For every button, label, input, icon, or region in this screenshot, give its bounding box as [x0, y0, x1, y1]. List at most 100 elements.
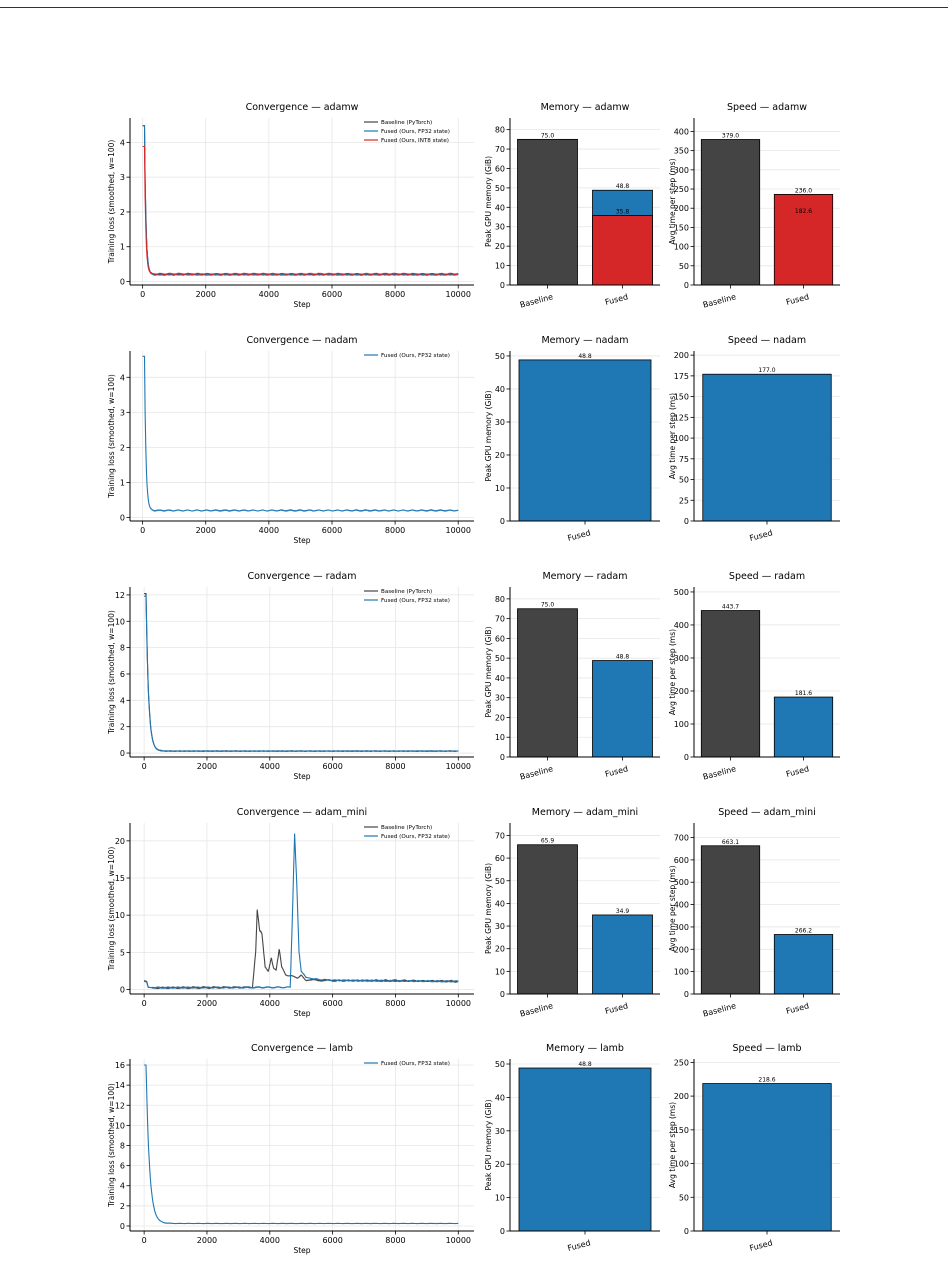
- category-label-fused: Fused: [749, 1238, 774, 1253]
- bar-value-label-1: 181.6: [795, 690, 812, 697]
- chart-title: Memory — adamw: [541, 102, 630, 113]
- chart-title: Convergence — lamb: [251, 1043, 353, 1054]
- bar-chart-13: 48.8 0 10 20 30 40 50 Fused Memory — lamb Peak GP…: [484, 1043, 660, 1253]
- x-tick-label: 4000: [260, 999, 280, 1008]
- bar-chart-1: 75.0 48.8 35.8 0 10 20 30 40 50 60 70 80 Baseline Fus…: [484, 102, 660, 310]
- y-tick-label: 60: [495, 164, 505, 173]
- x-tick-label: 10000: [446, 1236, 471, 1245]
- x-tick-label: 4000: [259, 526, 279, 535]
- x-tick-label: 10000: [445, 290, 470, 299]
- bar-baseline-0: [517, 608, 578, 758]
- x-tick-label: 10000: [446, 762, 471, 771]
- y-tick-label: 200: [674, 204, 689, 213]
- y-tick-label: 50: [495, 1060, 505, 1069]
- y-tick-label: 10: [495, 967, 505, 976]
- x-axis-label: Step: [293, 536, 310, 545]
- y-tick-label: 50: [495, 184, 505, 193]
- convergence-chart-9: 0 2000 4000 6000 8000 10000 0 5 10 15 20 Convergenc…: [107, 807, 474, 1018]
- y-axis-label: Avg time per step (ms): [668, 158, 677, 244]
- y-tick-label: 150: [674, 1126, 689, 1135]
- y-tick-label: 20: [495, 242, 505, 251]
- category-label-fused: Fused: [785, 764, 810, 779]
- y-tick-label: 5: [120, 948, 125, 957]
- series-line-0: [142, 125, 459, 277]
- y-tick-label: 200: [674, 687, 689, 696]
- bar-fused-0: [518, 359, 652, 522]
- y-axis-label: Avg time per step (ms): [668, 865, 677, 951]
- y-tick-label: 10: [115, 1121, 125, 1130]
- x-tick-label: 4000: [260, 762, 280, 771]
- y-tick-label: 0: [500, 990, 505, 999]
- y-axis-label: Avg time per step (ms): [668, 1102, 677, 1188]
- y-tick-label: 60: [495, 634, 505, 643]
- y-tick-label: 12: [115, 591, 125, 600]
- chart-title: Memory — adam_mini: [532, 807, 638, 818]
- y-tick-label: 10: [495, 733, 505, 742]
- y-tick-label: 250: [674, 1058, 689, 1067]
- chart-title: Speed — radam: [729, 571, 805, 582]
- bar-fused-1: [773, 193, 834, 286]
- bar-fused-2: [592, 215, 653, 286]
- y-tick-label: 16: [115, 1061, 125, 1070]
- y-tick-label: 4: [120, 696, 125, 705]
- y-tick-label: 0: [684, 281, 689, 290]
- series-line-2: [142, 145, 459, 276]
- y-tick-label: 0: [120, 986, 125, 995]
- x-tick-label: 2000: [196, 290, 216, 299]
- x-axis-label: Step: [293, 300, 310, 309]
- y-tick-label: 30: [495, 223, 505, 232]
- bar-baseline-0: [700, 845, 761, 995]
- bar-value-label-0: 177.0: [758, 367, 775, 374]
- bar-value-label-0: 48.8: [578, 1061, 592, 1068]
- x-tick-label: 6000: [322, 1236, 342, 1245]
- y-tick-label: 600: [674, 856, 689, 865]
- chart-title: Speed — adam_mini: [718, 807, 816, 818]
- y-tick-label: 60: [495, 854, 505, 863]
- y-tick-label: 0: [684, 1227, 689, 1236]
- bar-chart-7: 75.0 48.8 0 10 20 30 40 50 60 70 80 Baseline Fused Me…: [484, 571, 660, 782]
- y-axis-label: Avg time per step (ms): [668, 629, 677, 715]
- y-tick-label: 50: [495, 352, 505, 361]
- legend-label-0: Baseline (PyTorch): [381, 589, 432, 595]
- y-tick-label: 75: [679, 455, 689, 464]
- series-line-0: [144, 1064, 459, 1225]
- bar-baseline-0: [700, 610, 761, 758]
- bar-value-label-1: 34.9: [616, 908, 630, 915]
- category-label-fused: Fused: [604, 292, 629, 307]
- y-tick-label: 30: [495, 694, 505, 703]
- y-tick-label: 0: [684, 753, 689, 762]
- bar-chart-8: 443.7 181.6 0 100 200 300 400 500 Baseline Fused S…: [668, 571, 840, 782]
- y-tick-label: 0: [120, 278, 125, 287]
- bar-value-label-1: 48.8: [616, 654, 630, 661]
- bar-value-label-0: 75.0: [541, 132, 555, 139]
- x-tick-label: 8000: [385, 999, 405, 1008]
- y-axis-label: Training loss (smoothed, w=100): [107, 610, 116, 735]
- y-tick-label: 700: [674, 834, 689, 843]
- chart-title: Memory — nadam: [541, 335, 628, 346]
- y-tick-label: 20: [495, 451, 505, 460]
- category-label-baseline: Baseline: [702, 764, 737, 781]
- bar-fused-1: [592, 914, 653, 995]
- x-tick-label: 8000: [385, 1236, 405, 1245]
- y-tick-label: 6: [120, 670, 125, 679]
- bar-value-label-0: 379.0: [722, 132, 739, 139]
- legend-label-0: Fused (Ours, FP32 state): [381, 1061, 450, 1067]
- x-tick-label: 10000: [445, 526, 470, 535]
- x-axis-label: Step: [293, 1009, 310, 1018]
- y-tick-label: 100: [674, 1160, 689, 1169]
- series-line-0: [144, 593, 459, 753]
- y-tick-label: 40: [495, 1093, 505, 1102]
- y-tick-label: 300: [674, 923, 689, 932]
- y-tick-label: 3: [120, 408, 125, 417]
- category-label-fused: Fused: [785, 292, 810, 307]
- y-tick-label: 0: [120, 1222, 125, 1231]
- y-tick-label: 500: [674, 878, 689, 887]
- x-tick-label: 4000: [260, 1236, 280, 1245]
- y-tick-label: 2: [120, 208, 125, 217]
- y-axis-label: Training loss (smoothed, w=100): [107, 847, 116, 972]
- x-tick-label: 2000: [197, 1236, 217, 1245]
- y-tick-label: 2: [120, 723, 125, 732]
- y-tick-label: 10: [495, 484, 505, 493]
- y-tick-label: 10: [495, 1194, 505, 1203]
- legend-label-0: Baseline (PyTorch): [381, 120, 432, 126]
